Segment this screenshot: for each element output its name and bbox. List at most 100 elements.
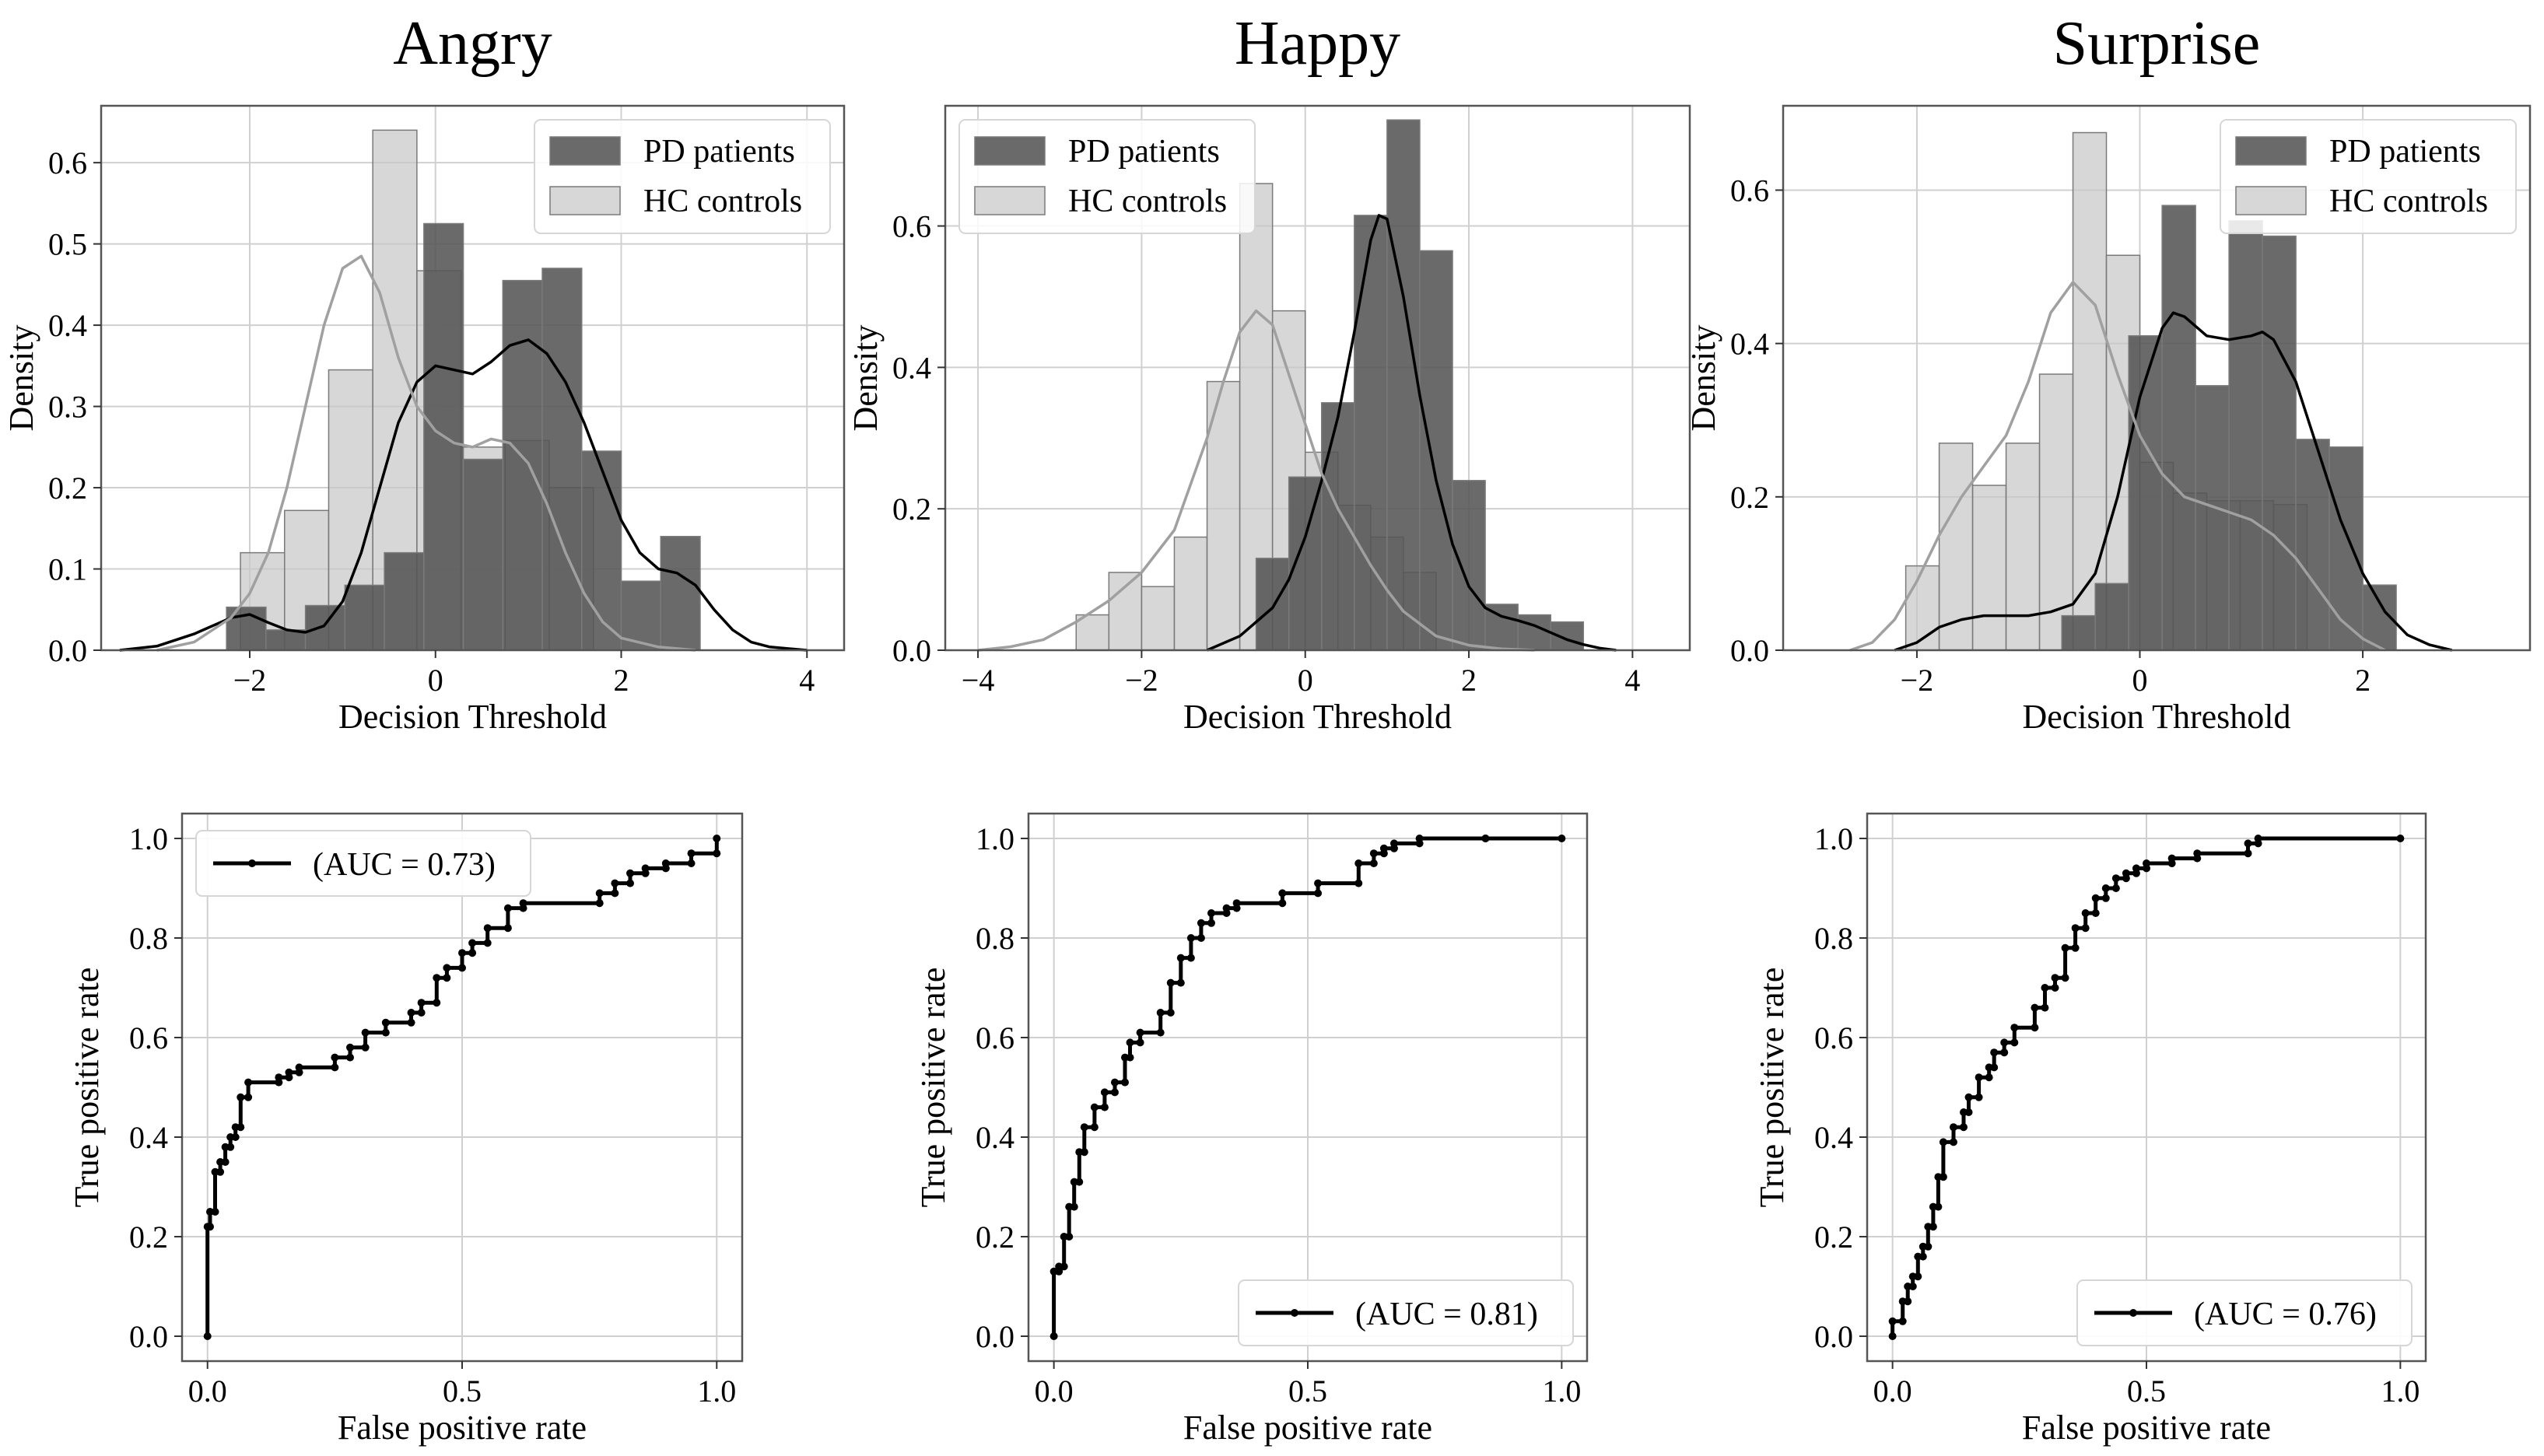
- roc-point: [595, 889, 604, 898]
- roc-point: [206, 1223, 214, 1231]
- hc-kde-curve: [156, 254, 696, 652]
- legend-label-auc: (AUC = 0.76): [2194, 1297, 2377, 1332]
- hc-bar: [1938, 443, 1974, 651]
- x-tick-label: 1.0: [1542, 1374, 1581, 1409]
- roc-point: [237, 1093, 245, 1101]
- pd-kde-curve: [1206, 214, 1617, 652]
- hc-bar: [2005, 443, 2041, 651]
- legend-swatch-hc: [549, 186, 621, 215]
- roc-point: [417, 1009, 426, 1017]
- legend-swatch-pd: [549, 136, 621, 166]
- y-tick-label: 0.0: [976, 1319, 1014, 1354]
- pd-bar: [2128, 335, 2163, 651]
- roc-point: [2244, 849, 2252, 858]
- y-axis-label: Density: [1684, 325, 1722, 432]
- roc-point: [1904, 1297, 1912, 1306]
- roc-point: [1166, 1009, 1175, 1017]
- panel-4: 0.0 0.5 1.0 0.0 0.2 0.4 0.6 0.8 1.0 False positiv…: [68, 812, 744, 1447]
- hc-bar: [1075, 614, 1110, 651]
- roc-point: [1990, 1063, 1999, 1072]
- roc-point: [1924, 1242, 1933, 1251]
- roc-point: [687, 859, 696, 867]
- pd-kde-curve: [119, 338, 808, 652]
- roc-point: [641, 864, 650, 873]
- roc-point: [1121, 1078, 1130, 1087]
- roc-point: [1934, 1202, 1943, 1211]
- roc-point: [1278, 899, 1287, 908]
- chart-title: Angry: [393, 9, 552, 78]
- roc-point: [2132, 864, 2140, 873]
- roc-point: [407, 1018, 415, 1027]
- x-tick-label: 0: [2132, 663, 2148, 698]
- legend-label-hc: HC controls: [2329, 184, 2488, 219]
- pd-bar: [2262, 235, 2297, 651]
- hc-bar: [1108, 572, 1143, 651]
- roc-point: [626, 879, 634, 887]
- x-axis-label: False positive rate: [1183, 1409, 1432, 1447]
- y-tick-label: 0.2: [1730, 480, 1769, 515]
- roc-point: [2081, 924, 2090, 933]
- roc-point: [611, 879, 619, 887]
- pd-bar: [2161, 205, 2196, 651]
- roc-point: [1908, 1283, 1917, 1290]
- roc-point: [1176, 954, 1185, 962]
- pd-bar: [1517, 614, 1551, 651]
- x-tick-label: −2: [1901, 663, 1934, 698]
- y-axis-label: True positive rate: [914, 968, 952, 1208]
- panel-6: 0.0 0.5 1.0 0.0 0.2 0.4 0.6 0.8 1.0 False positiv…: [1753, 812, 2427, 1447]
- y-tick-label: 1.0: [1814, 821, 1853, 856]
- roc-point: [1197, 919, 1205, 927]
- roc-point: [2041, 1003, 2049, 1012]
- x-tick-label: 1.0: [697, 1374, 736, 1409]
- roc-point: [443, 974, 451, 982]
- pd-bar: [2295, 439, 2330, 651]
- legend: PD patients HC controls: [534, 119, 831, 234]
- legend-label-hc: HC controls: [1068, 184, 1227, 219]
- x-tick-label: 0.5: [1288, 1374, 1327, 1409]
- roc-point: [1075, 1178, 1084, 1186]
- roc-point: [231, 1133, 240, 1141]
- y-tick-label: 0.4: [1730, 327, 1769, 362]
- pd-bar: [2228, 220, 2263, 651]
- roc-point: [1136, 1028, 1144, 1037]
- roc-point: [1964, 1108, 1973, 1116]
- roc-point: [458, 949, 466, 957]
- roc-point: [2000, 1038, 2009, 1047]
- legend-marker: [2129, 1309, 2137, 1317]
- legend: PD patients HC controls: [958, 119, 1256, 234]
- x-tick-label: −2: [233, 663, 267, 698]
- roc-point: [2031, 1003, 2039, 1012]
- y-tick-label: 0.8: [976, 921, 1014, 956]
- roc-point: [1389, 839, 1398, 848]
- roc-point: [433, 974, 441, 982]
- legend: (AUC = 0.73): [195, 830, 531, 897]
- roc-point: [1049, 1332, 1058, 1340]
- y-tick-label: 0.6: [1814, 1020, 1853, 1055]
- roc-point: [1110, 1088, 1119, 1097]
- y-tick-label: 0.6: [1730, 173, 1769, 208]
- roc-point: [1278, 889, 1287, 898]
- roc-point: [2193, 849, 2202, 858]
- roc-point: [1975, 1093, 1983, 1101]
- y-tick-label: 1.0: [129, 821, 168, 856]
- x-tick-label: 0: [1298, 663, 1313, 698]
- x-tick-label: 1.0: [2381, 1374, 2420, 1409]
- roc-point: [2091, 909, 2100, 917]
- roc-point: [1126, 1038, 1134, 1047]
- roc-point: [1898, 1317, 1907, 1325]
- legend-label-pd: PD patients: [2329, 134, 2481, 170]
- x-tick-label: 0.0: [1035, 1374, 1074, 1409]
- roc-point: [1354, 879, 1363, 887]
- legend-swatch-hc: [974, 186, 1046, 215]
- roc-point: [237, 1123, 245, 1132]
- x-tick-label: 2: [2355, 663, 2371, 698]
- y-tick-label: 0.6: [976, 1020, 1014, 1055]
- roc-point: [595, 899, 604, 908]
- legend-swatch-hc: [2235, 186, 2307, 215]
- axes-frame: [100, 104, 846, 652]
- roc-point: [1176, 978, 1185, 987]
- x-axis-label: False positive rate: [2022, 1409, 2271, 1447]
- roc-point: [2010, 1024, 2019, 1032]
- roc-point: [2111, 884, 2120, 892]
